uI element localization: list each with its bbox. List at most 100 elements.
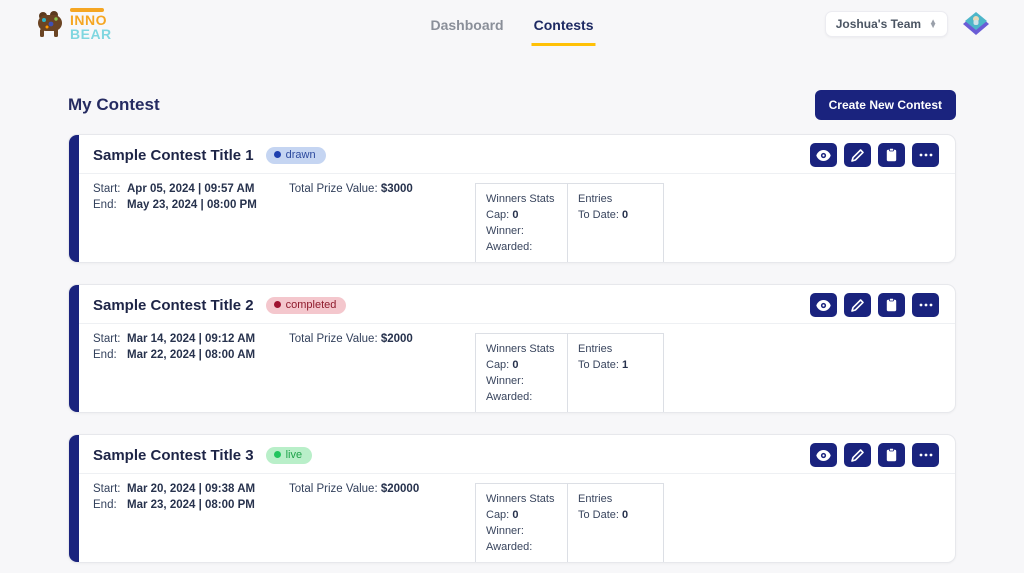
entries-box: Entries To Date: 0 bbox=[568, 484, 663, 562]
start-label: Start: bbox=[93, 483, 121, 495]
card-header: Sample Contest Title 1 drawn bbox=[79, 135, 955, 174]
user-avatar[interactable] bbox=[962, 11, 990, 37]
card-actions bbox=[810, 443, 939, 467]
clipboard-icon bbox=[886, 298, 897, 312]
winners-stats-title: Winners Stats bbox=[486, 493, 555, 505]
logo-tagline bbox=[70, 7, 104, 12]
to-date-label: To Date: bbox=[578, 508, 619, 521]
logo-text: INNO BEAR bbox=[70, 7, 112, 41]
cap-value: 0 bbox=[512, 508, 519, 521]
to-date-value: 0 bbox=[622, 508, 629, 521]
stats-boxes: Winners Stats Cap: 0 Winner: Awarded: En… bbox=[475, 333, 664, 412]
winner-label: Winner: bbox=[486, 224, 524, 237]
prize-block: Total Prize Value: $3000 bbox=[289, 183, 475, 262]
entries-box: Entries To Date: 1 bbox=[568, 334, 663, 412]
logo[interactable]: INNO BEAR bbox=[34, 7, 112, 41]
edit-button[interactable] bbox=[844, 443, 871, 467]
page-title: My Contest bbox=[68, 95, 160, 114]
entries-title: Entries bbox=[578, 493, 613, 505]
copy-button[interactable] bbox=[878, 143, 905, 167]
cap-value: 0 bbox=[512, 358, 519, 371]
copy-button[interactable] bbox=[878, 293, 905, 317]
card-actions bbox=[810, 143, 939, 167]
select-chevrons-icon: ▲ ▼ bbox=[929, 16, 937, 30]
contest-card: Sample Contest Title 3 live bbox=[68, 434, 956, 563]
entries-box: Entries To Date: 0 bbox=[568, 184, 663, 262]
to-date-label: To Date: bbox=[578, 208, 619, 221]
awarded-label: Awarded: bbox=[486, 540, 533, 553]
card-body: Start: Apr 05, 2024 | 09:57 AM End: May 23… bbox=[79, 174, 955, 262]
more-button[interactable] bbox=[912, 293, 939, 317]
end-value: Mar 23, 2024 | 08:00 PM bbox=[127, 499, 255, 511]
contest-title: Sample Contest Title 1 bbox=[93, 146, 254, 164]
start-value: Apr 05, 2024 | 09:57 AM bbox=[127, 183, 255, 195]
status-label: live bbox=[285, 448, 303, 461]
more-button[interactable] bbox=[912, 143, 939, 167]
edit-button[interactable] bbox=[844, 293, 871, 317]
more-button[interactable] bbox=[912, 443, 939, 467]
clipboard-icon bbox=[886, 448, 897, 462]
dates-block: Start: Mar 20, 2024 | 09:38 AM End: Mar 23… bbox=[93, 483, 289, 562]
contest-title: Sample Contest Title 2 bbox=[93, 296, 254, 314]
end-value: May 23, 2024 | 08:00 PM bbox=[127, 199, 257, 211]
create-new-contest-button[interactable]: Create New Contest bbox=[814, 90, 956, 120]
logo-line1: INNO bbox=[70, 11, 107, 28]
start-label: Start: bbox=[93, 183, 121, 195]
ellipsis-icon bbox=[919, 453, 932, 457]
end-value: Mar 22, 2024 | 08:00 AM bbox=[127, 349, 256, 361]
winners-stats-title: Winners Stats bbox=[486, 193, 555, 205]
to-date-value: 0 bbox=[622, 208, 629, 221]
status-badge: drawn bbox=[265, 146, 326, 164]
winner-label: Winner: bbox=[486, 524, 524, 537]
end-label: End: bbox=[93, 199, 117, 211]
ellipsis-icon bbox=[919, 303, 932, 307]
start-value: Mar 20, 2024 | 09:38 AM bbox=[127, 483, 256, 495]
status-dot-icon bbox=[273, 151, 281, 158]
contest-list: Sample Contest Title 1 drawn bbox=[68, 134, 956, 563]
contest-card: Sample Contest Title 1 drawn bbox=[68, 134, 956, 263]
cap-label: Cap: bbox=[486, 208, 510, 221]
card-header: Sample Contest Title 3 live bbox=[79, 435, 955, 474]
copy-button[interactable] bbox=[878, 443, 905, 467]
prize-label: Total Prize Value: bbox=[289, 183, 378, 195]
winner-label: Winner: bbox=[486, 374, 524, 387]
status-badge: completed bbox=[265, 296, 347, 314]
clipboard-icon bbox=[886, 148, 897, 162]
team-selector[interactable]: Joshua's Team ▲ ▼ bbox=[824, 11, 948, 37]
card-accent-stripe bbox=[69, 285, 79, 412]
winners-stats-title: Winners Stats bbox=[486, 343, 555, 355]
prize-value: $2000 bbox=[380, 333, 413, 345]
view-button[interactable] bbox=[810, 143, 837, 167]
status-label: drawn bbox=[285, 148, 316, 161]
ellipsis-icon bbox=[919, 153, 932, 157]
dates-block: Start: Mar 14, 2024 | 09:12 AM End: Mar 22… bbox=[93, 333, 289, 412]
eye-icon bbox=[816, 449, 831, 461]
awarded-label: Awarded: bbox=[486, 390, 533, 403]
eye-icon bbox=[816, 149, 831, 161]
awarded-label: Awarded: bbox=[486, 240, 533, 253]
winners-stats-box: Winners Stats Cap: 0 Winner: Awarded: bbox=[476, 484, 568, 562]
status-label: completed bbox=[285, 298, 337, 311]
prize-block: Total Prize Value: $2000 bbox=[289, 333, 475, 412]
status-badge: live bbox=[265, 446, 313, 464]
winners-stats-box: Winners Stats Cap: 0 Winner: Awarded: bbox=[476, 334, 568, 412]
nav-tab-dashboard[interactable]: Dashboard bbox=[430, 16, 504, 33]
edit-button[interactable] bbox=[844, 143, 871, 167]
view-button[interactable] bbox=[810, 443, 837, 467]
pencil-icon bbox=[851, 298, 864, 312]
team-selector-value: Joshua's Team bbox=[835, 17, 922, 31]
card-body: Start: Mar 14, 2024 | 09:12 AM End: Mar 22… bbox=[79, 324, 955, 412]
cap-value: 0 bbox=[512, 208, 519, 221]
view-button[interactable] bbox=[810, 293, 837, 317]
nav-tab-contests[interactable]: Contests bbox=[531, 3, 596, 46]
stats-boxes: Winners Stats Cap: 0 Winner: Awarded: En… bbox=[475, 483, 664, 562]
prize-label: Total Prize Value: bbox=[289, 483, 378, 495]
card-accent-stripe bbox=[69, 135, 79, 262]
page-head: My Contest Create New Contest bbox=[68, 90, 956, 120]
cap-label: Cap: bbox=[486, 508, 510, 521]
eye-icon bbox=[816, 299, 831, 311]
pencil-icon bbox=[851, 448, 864, 462]
pencil-icon bbox=[851, 148, 864, 162]
card-accent-stripe bbox=[69, 435, 79, 562]
start-value: Mar 14, 2024 | 09:12 AM bbox=[127, 333, 256, 345]
